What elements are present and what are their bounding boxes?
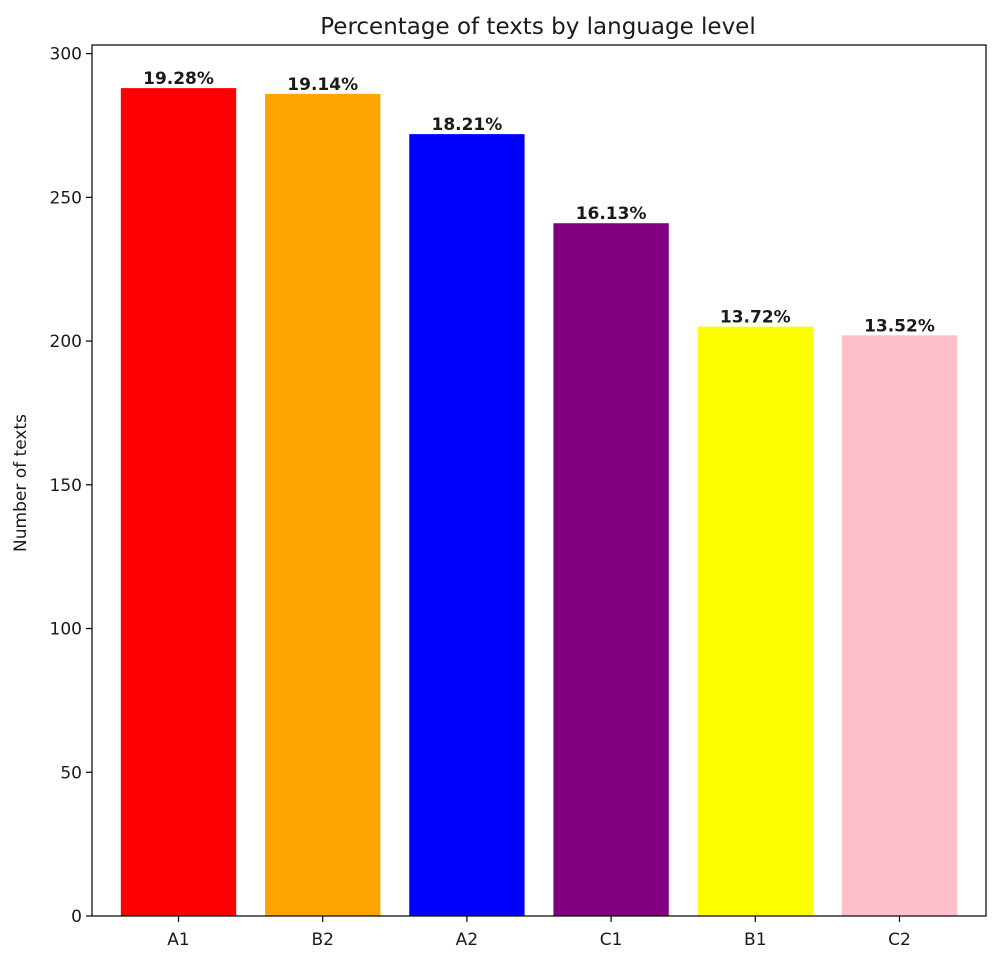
y-tick-label-250: 250: [50, 188, 82, 208]
x-tick-label-b1: B1: [744, 930, 766, 950]
bar-a1: [120, 88, 237, 916]
x-tick-label-c1: C1: [600, 930, 623, 950]
data-label-a1: 19.28%: [143, 69, 214, 89]
bar-a2: [409, 134, 525, 917]
y-tick-label-100: 100: [50, 620, 82, 640]
y-tick-label-0: 0: [71, 907, 82, 927]
y-tick-label-150: 150: [50, 476, 82, 496]
y-tick-label-50: 50: [60, 763, 82, 783]
bar-b2: [265, 93, 381, 917]
bars-group: [120, 88, 958, 917]
plot-area-frame: [91, 44, 987, 917]
x-tick-label-c2: C2: [888, 930, 911, 950]
bar-c2: [841, 335, 958, 916]
x-tick-label-a1: A1: [167, 930, 189, 950]
y-axis: 0 50 100 150 200 250 300: [50, 45, 92, 927]
y-tick-label-300: 300: [50, 45, 82, 65]
x-axis: A1 B2 A2 C1 B1 C2: [167, 916, 911, 950]
data-label-c2: 13.52%: [864, 316, 935, 336]
x-tick-label-a2: A2: [456, 930, 478, 950]
y-axis-label: Number of texts: [11, 414, 31, 552]
data-label-c1: 16.13%: [576, 204, 647, 224]
data-label-b1: 13.72%: [720, 308, 791, 328]
data-labels-group: 19.28% 19.14% 18.21% 16.13% 13.72% 13.52%: [143, 69, 935, 336]
data-label-a2: 18.21%: [431, 115, 502, 135]
data-label-b2: 19.14%: [287, 75, 358, 95]
bar-c1: [553, 223, 669, 916]
chart-title: Percentage of texts by language level: [320, 14, 755, 40]
y-tick-label-200: 200: [50, 332, 82, 352]
bar-b1: [697, 326, 813, 916]
x-tick-label-b2: B2: [311, 930, 333, 950]
